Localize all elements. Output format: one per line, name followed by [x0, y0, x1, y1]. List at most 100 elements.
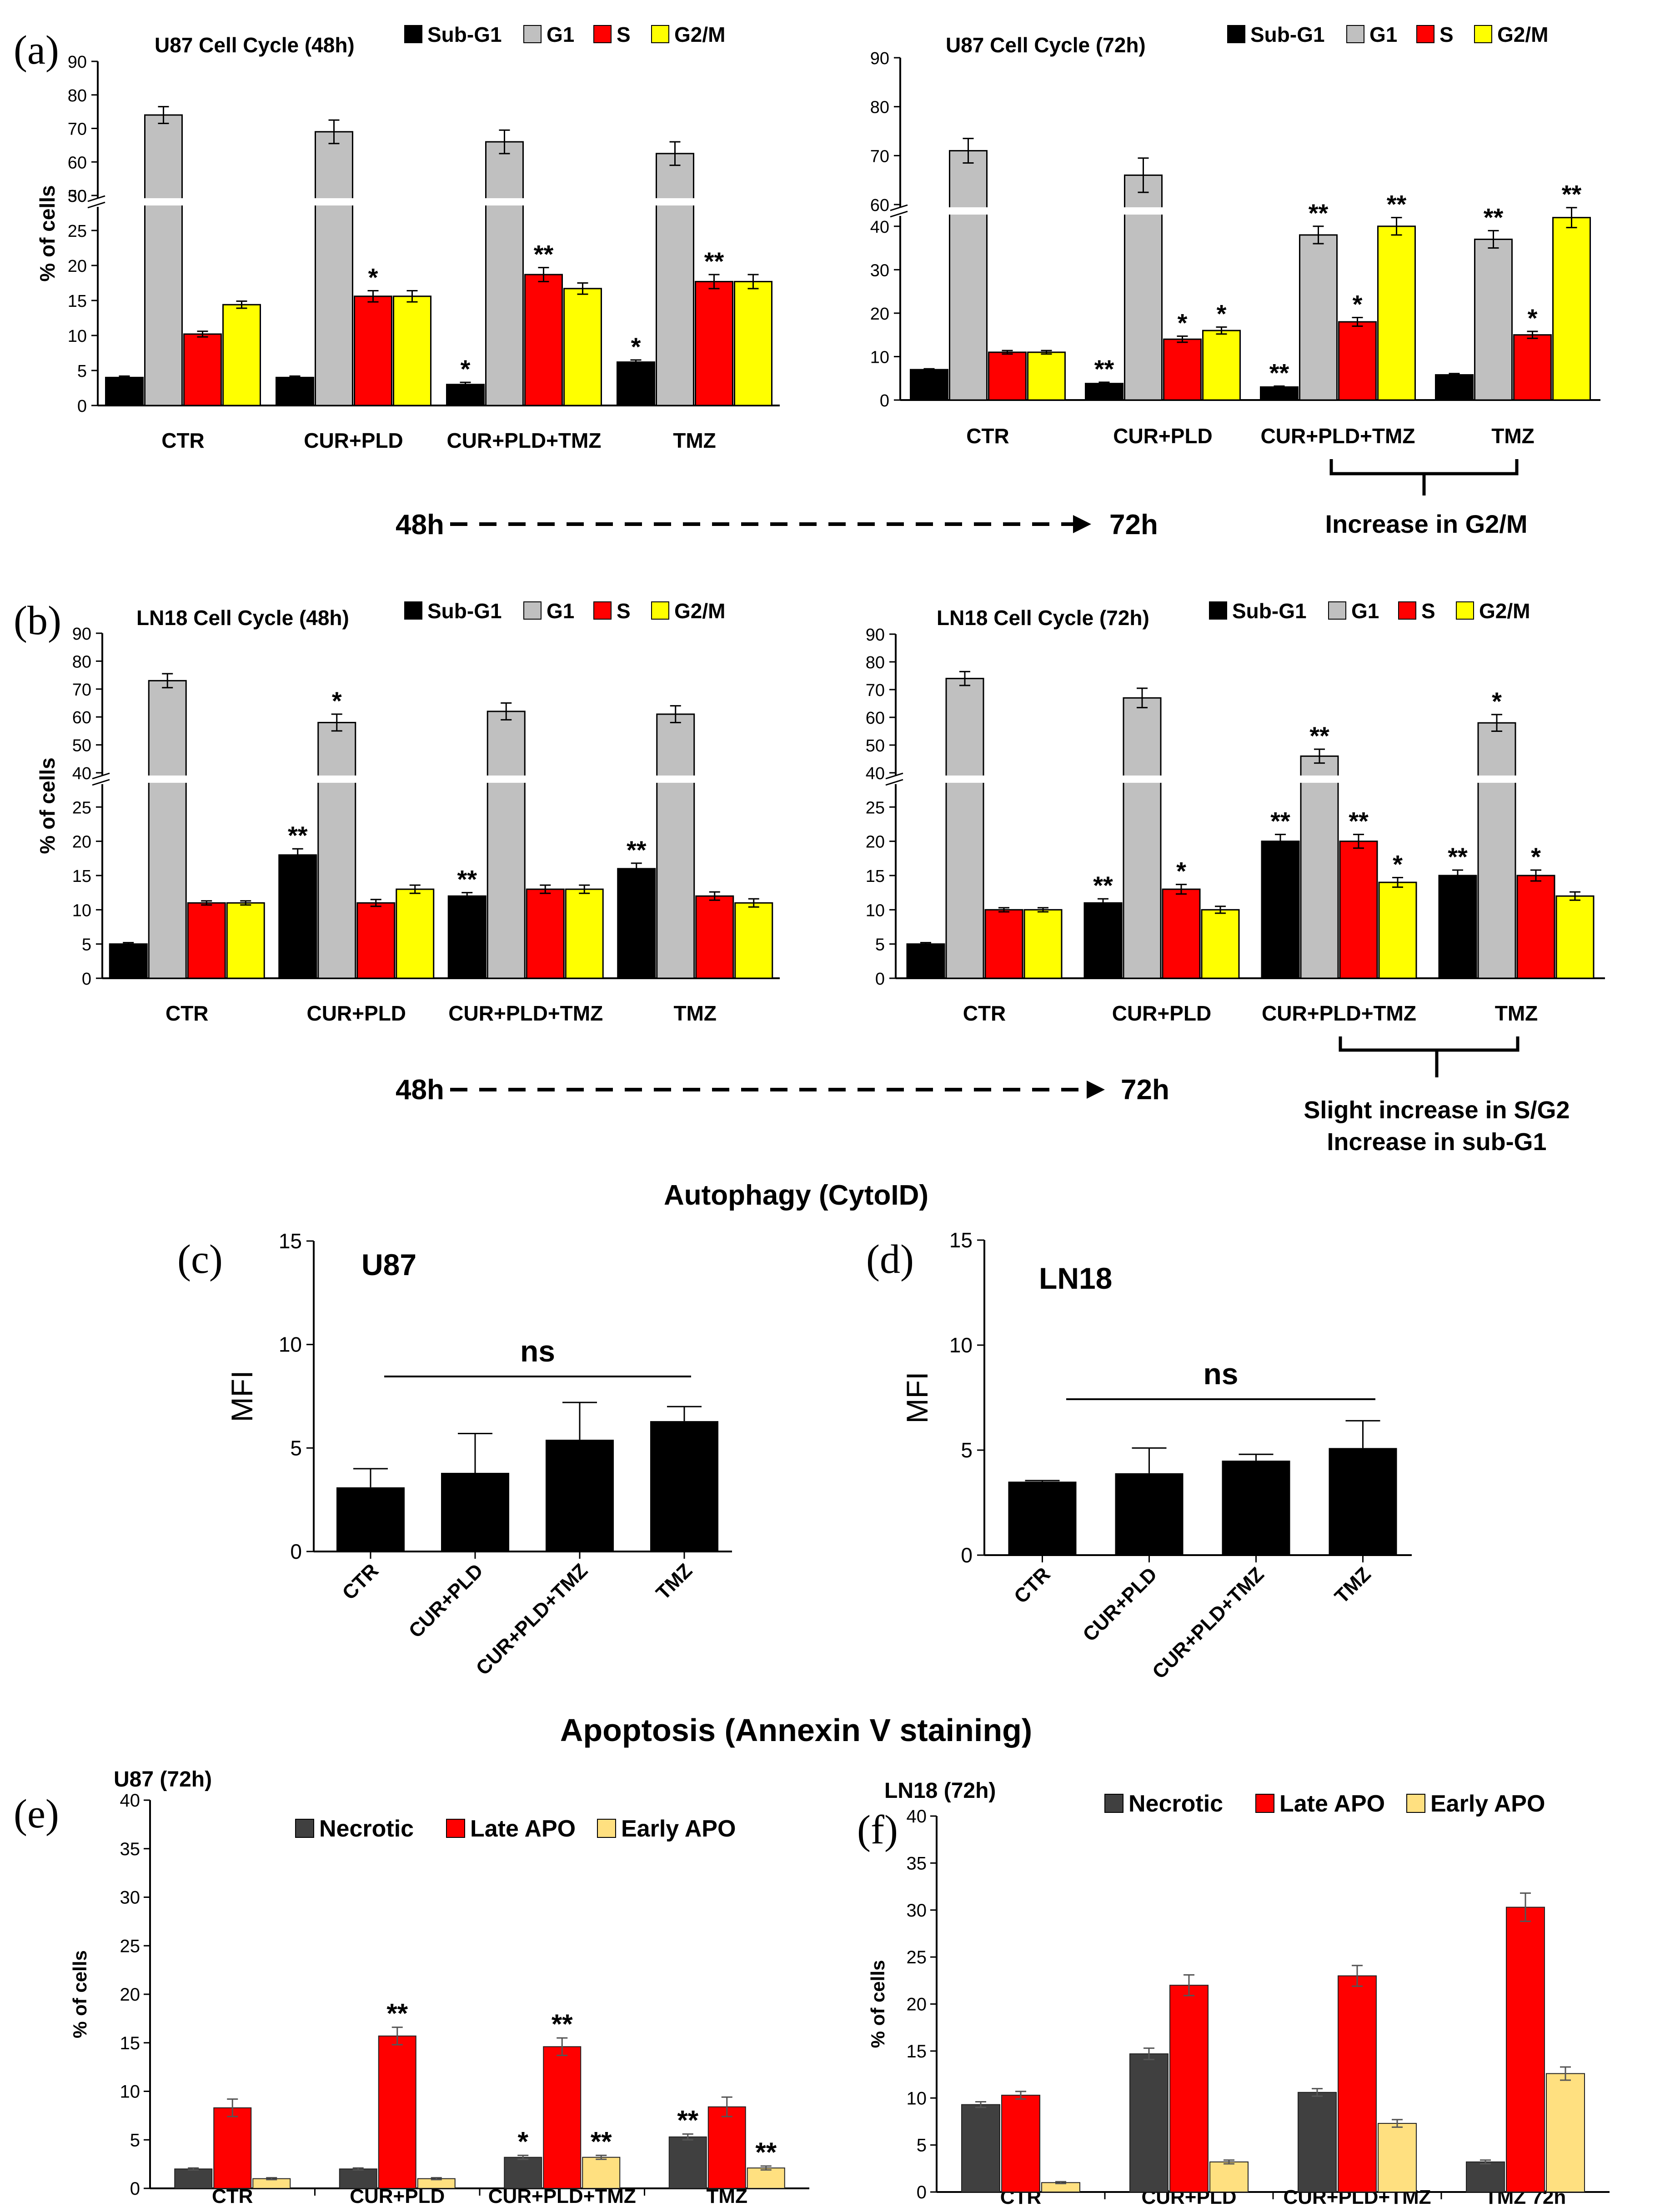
category-label: CUR+PLD+TMZ: [472, 1559, 592, 1680]
legend-swatch-s: [593, 601, 612, 620]
bar-s: [183, 333, 222, 406]
bar-g2m: [1023, 909, 1063, 979]
bar-mfi: [1008, 1481, 1077, 1555]
bar-lateapo: [1506, 1907, 1545, 2192]
legend-label: Early APO: [621, 1816, 736, 1842]
bar-subg1: [1083, 902, 1123, 979]
axis-break-mark: [87, 195, 105, 202]
category-label: CUR+PLD: [306, 1001, 406, 1025]
bar-break-band: [314, 198, 354, 205]
bar-mfi: [650, 1421, 718, 1551]
bar-necrotic: [1298, 2092, 1337, 2193]
y-axis-label: % of cells: [35, 757, 59, 854]
bar-necrotic: [174, 2168, 213, 2189]
time-arrow-b: 48h 72h: [396, 1074, 1169, 1106]
y-tick-label: 15: [949, 1228, 973, 1252]
bar-g2m: [396, 888, 435, 979]
note-b-line2: Increase in sub-G1: [1327, 1128, 1546, 1156]
legend-label: Sub-G1: [1232, 599, 1307, 623]
chart-title: LN18 Cell Cycle (72h): [937, 606, 1149, 630]
legend-swatch-lateapo: [446, 1819, 465, 1838]
significance-mark: *: [461, 355, 471, 383]
chart-title: LN18 (72h): [884, 1779, 996, 1803]
y-tick-label: 20: [866, 833, 885, 852]
time-arrow-a: 48h 72h: [396, 509, 1158, 540]
bar-subg1: [1261, 841, 1300, 979]
legend-swatch-g1: [523, 601, 542, 620]
bar-subg1: [1435, 374, 1474, 401]
panel-e: (e) U87 (72h) Necrotic Late APO Early APO 0 5 1…: [14, 1767, 809, 2207]
category-label: TMZ: [1495, 1001, 1538, 1025]
significance-mark: **: [1093, 871, 1113, 900]
significance-mark: **: [704, 247, 724, 275]
y-tick-label: 40: [72, 764, 91, 783]
bar-s: [526, 888, 565, 979]
y-tick-label: 60: [68, 153, 87, 172]
apoptosis-header: Apoptosis (Annexin V staining): [560, 1712, 1032, 1748]
legend-label: G1: [547, 599, 574, 623]
y-tick-label: 70: [72, 681, 91, 700]
y-tick-label: 0: [130, 2179, 140, 2199]
y-tick-label: 0: [77, 397, 87, 416]
significance-mark: *: [368, 263, 378, 291]
panel-label: (c): [177, 1237, 223, 1282]
y-axis-label: MFI: [900, 1372, 934, 1424]
y-tick-label: 80: [870, 98, 889, 117]
panel-a2: U87 Cell Cycle (72h) Sub-G1 G1 S G2/M 0 10 20 30…: [870, 23, 1600, 448]
legend-label: G2/M: [1479, 599, 1530, 623]
significance-mark: **: [591, 2126, 612, 2157]
y-tick-label: 0: [961, 1543, 973, 1567]
legend-swatch-lateapo: [1255, 1794, 1274, 1813]
category-label: CTR: [212, 2185, 253, 2207]
category-label: CTR: [165, 1001, 209, 1025]
significance-mark: *: [1178, 309, 1188, 337]
significance-mark: **: [288, 821, 308, 850]
legend-label: G1: [1369, 23, 1397, 46]
bar-s: [524, 274, 563, 406]
bar-g2m: [1202, 330, 1241, 401]
legend-label: G1: [1351, 599, 1379, 623]
legend-label: Sub-G1: [1250, 23, 1325, 46]
y-tick-label: 10: [279, 1333, 302, 1356]
y-tick-label: 20: [72, 833, 91, 852]
category-label: CUR+PLD+TMZ: [448, 1001, 603, 1025]
axis-break-mark: [890, 204, 908, 211]
legend-swatch-necrotic: [295, 1819, 314, 1838]
y-tick-label: 20: [870, 305, 889, 324]
significance-mark: **: [534, 240, 554, 269]
bar-subg1: [1085, 383, 1123, 401]
bar-g1: [144, 114, 183, 406]
note-b-line1: Slight increase in S/G2: [1304, 1096, 1570, 1124]
bar-break-band: [945, 776, 984, 783]
bar-subg1: [617, 361, 655, 406]
category-label: TMZ: [1330, 1563, 1375, 1608]
y-tick-label: 50: [866, 736, 885, 756]
category-label: CTR: [161, 429, 205, 452]
y-tick-label: 60: [72, 708, 91, 727]
y-tick-label: 15: [279, 1229, 302, 1253]
chart-title: LN18 Cell Cycle (48h): [136, 606, 349, 630]
significance-label: ns: [1203, 1357, 1238, 1391]
y-tick-label: 0: [82, 970, 91, 989]
significance-mark: *: [1353, 290, 1363, 318]
bar-lateapo: [1001, 2095, 1040, 2192]
y-axis-label: % of cells: [69, 1950, 90, 2038]
bar-g2m: [1201, 909, 1240, 979]
significance-mark: **: [677, 2105, 698, 2135]
y-tick-label: 15: [120, 2033, 140, 2053]
category-label: CUR+PLD: [1113, 424, 1213, 448]
bar-g1: [656, 713, 695, 979]
bar-break-band: [655, 198, 695, 205]
y-tick-label: 90: [68, 53, 87, 72]
bar-s: [1162, 888, 1201, 979]
note-bracket-b: Slight increase in S/G2 Increase in sub-…: [1304, 1036, 1570, 1156]
axis-break-mark: [885, 779, 903, 786]
significance-mark: **: [1387, 190, 1407, 219]
category-label: CTR: [963, 1001, 1006, 1025]
significance-mark: **: [1309, 199, 1329, 227]
category-label: CTR: [966, 424, 1009, 448]
bar-s: [1516, 875, 1555, 979]
bar-g1: [656, 153, 694, 406]
panel-b2: LN18 Cell Cycle (72h) Sub-G1 G1 S G2/M 0 5 10 15…: [866, 599, 1605, 1025]
